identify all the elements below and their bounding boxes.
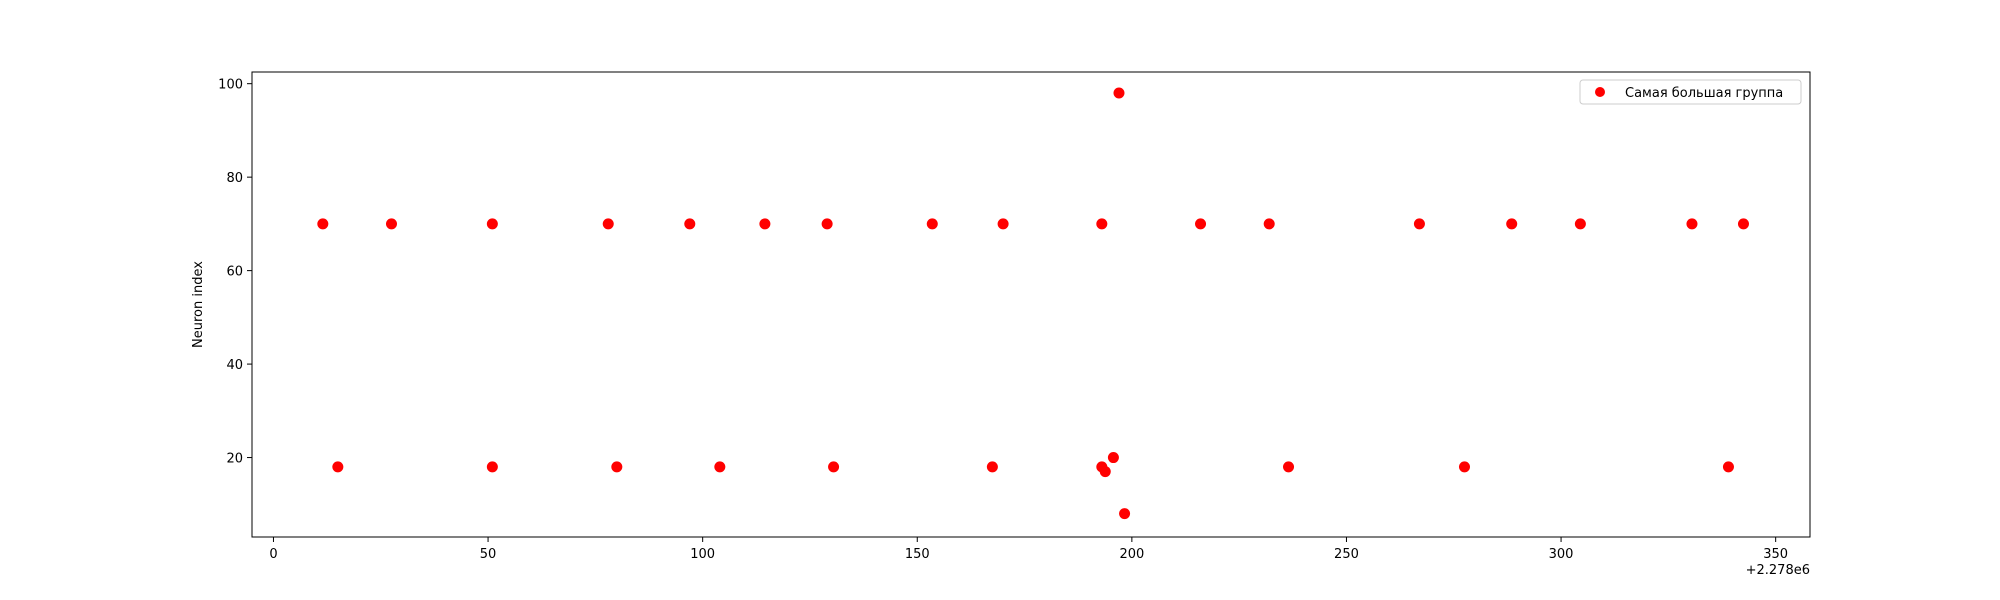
data-point (997, 218, 1009, 230)
y-tick-label: 100 (218, 78, 243, 93)
y-tick-label: 60 (226, 265, 243, 280)
data-point (1113, 87, 1125, 99)
x-tick-label: 250 (1334, 547, 1359, 562)
data-point (926, 218, 938, 230)
data-point (759, 218, 771, 230)
data-point (1737, 218, 1749, 230)
data-points (317, 87, 1749, 520)
x-tick-label: 300 (1549, 547, 1574, 562)
x-tick-label: 350 (1763, 547, 1788, 562)
data-point (1686, 218, 1698, 230)
y-tick-label: 40 (226, 358, 243, 373)
data-point (1195, 218, 1207, 230)
x-tick-label: 0 (269, 547, 277, 562)
legend-marker (1595, 87, 1605, 97)
data-point (1096, 218, 1108, 230)
data-point (486, 218, 498, 230)
data-point (828, 461, 840, 473)
data-point (317, 218, 329, 230)
data-point (486, 461, 498, 473)
y-axis-label: Neuron index (191, 261, 206, 348)
legend: Самая большая группа (1579, 79, 1802, 105)
data-point (1263, 218, 1275, 230)
data-point (1722, 461, 1734, 473)
legend-box (1579, 79, 1802, 105)
data-point (1458, 461, 1470, 473)
data-point (332, 461, 344, 473)
data-point (1283, 461, 1295, 473)
x-axis-offset-label: +2.278e6 (1746, 563, 1810, 578)
data-point (986, 461, 998, 473)
data-point (1119, 508, 1131, 520)
x-tick-label: 150 (905, 547, 930, 562)
data-point (1107, 452, 1119, 464)
data-point (611, 461, 623, 473)
data-point (1506, 218, 1518, 230)
data-point (821, 218, 833, 230)
data-point (385, 218, 397, 230)
data-point (1413, 218, 1425, 230)
data-point (714, 461, 726, 473)
x-tick-label: 100 (690, 547, 715, 562)
data-point (1574, 218, 1586, 230)
y-axis: 20 40 60 80 100 (218, 78, 252, 467)
axes-frame (251, 71, 1811, 538)
x-tick-label: 200 (1119, 547, 1144, 562)
x-axis: 0 50 100 150 200 250 300 350 (269, 537, 1788, 562)
y-tick-label: 80 (226, 171, 243, 186)
data-point (684, 218, 696, 230)
x-tick-label: 50 (480, 547, 497, 562)
y-tick-label: 20 (226, 452, 243, 467)
data-point (602, 218, 614, 230)
data-point (1099, 466, 1111, 478)
legend-label: Самая большая группа (1625, 86, 1783, 101)
